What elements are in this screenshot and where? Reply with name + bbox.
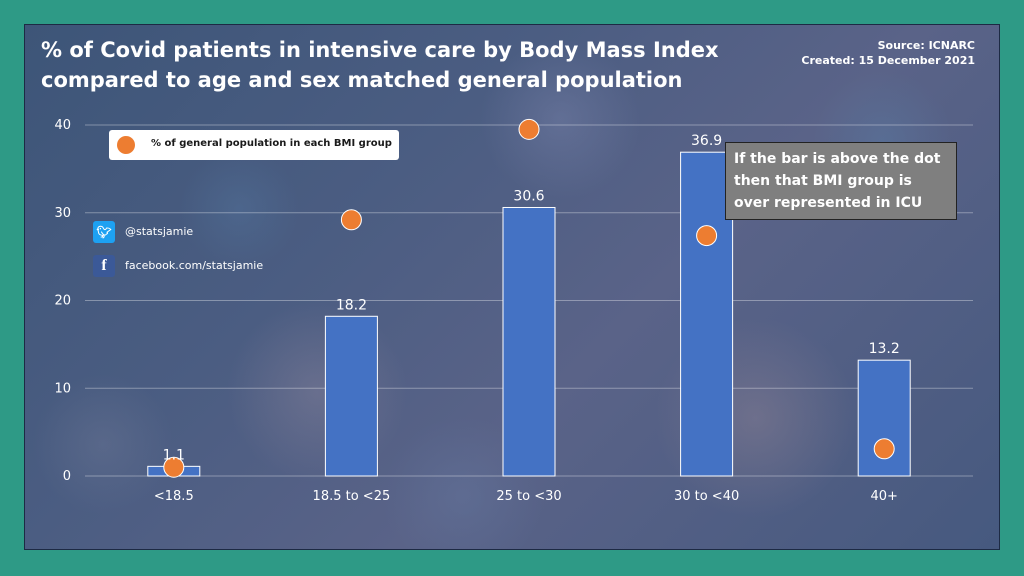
- y-tick-label: 0: [63, 469, 71, 484]
- bar: [502, 206, 556, 477]
- bar-data-label: 1.1: [163, 447, 185, 463]
- bar-data-label: 36.9: [691, 133, 722, 149]
- chart-panel: % of Covid patients in intensive care by…: [24, 24, 1000, 550]
- bar-data-label: 18.2: [336, 297, 367, 313]
- population-dot: [518, 118, 540, 140]
- created-date: Created: 15 December 2021: [801, 54, 975, 67]
- x-tick-label: 18.5 to <25: [313, 489, 391, 504]
- twitter-label: @statsjamie: [125, 225, 194, 238]
- chart-title: % of Covid patients in intensive care by…: [41, 38, 719, 92]
- source-info: Source: ICNARC Created: 15 December 2021: [801, 38, 975, 68]
- x-tick-label: 40+: [870, 489, 897, 504]
- bar: [680, 151, 734, 477]
- y-tick-label: 40: [54, 118, 71, 133]
- source-label: Source: ICNARC: [877, 39, 975, 52]
- bar: [857, 359, 911, 477]
- bar-chart: 0 10 20 30 40 1.1 <18.5 18.2 18.5 to <25 30.6 25 t…: [54, 118, 973, 504]
- x-tick-label: <18.5: [154, 489, 194, 504]
- population-dot: [696, 225, 718, 247]
- y-tick-label: 10: [54, 381, 71, 396]
- population-dot: [163, 456, 185, 478]
- y-tick-label: 20: [54, 294, 71, 309]
- bar-data-label: 30.6: [513, 188, 544, 204]
- y-tick-label: 30: [54, 206, 71, 221]
- population-dot: [873, 438, 895, 460]
- facebook-icon: f: [93, 255, 115, 277]
- twitter-icon: 🐦︎: [93, 221, 115, 243]
- x-tick-label: 30 to <40: [674, 489, 739, 504]
- x-tick-label: 25 to <30: [496, 489, 561, 504]
- bar: [324, 315, 378, 477]
- chart-legend: % of general population in each BMI grou…: [109, 130, 399, 160]
- annotation-box: If the bar is above the dot then that BM…: [725, 142, 957, 220]
- bar-data-label: 13.2: [869, 341, 900, 357]
- legend-dot-icon: [117, 136, 135, 154]
- population-dot: [340, 209, 362, 231]
- facebook-label: facebook.com/statsjamie: [125, 259, 264, 272]
- legend-label: % of general population in each BMI grou…: [151, 138, 392, 149]
